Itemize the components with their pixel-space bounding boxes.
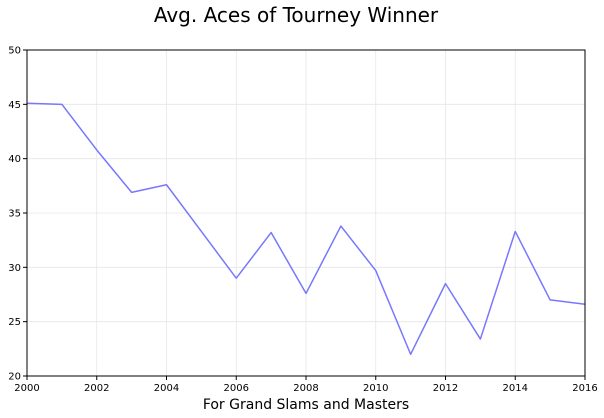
x-tick-label: 2006 — [224, 383, 249, 394]
y-tick-label: 20 — [8, 372, 21, 383]
y-tick-label: 25 — [8, 317, 21, 328]
x-tick-label: 2004 — [154, 383, 179, 394]
x-tick-label: 2010 — [363, 383, 388, 394]
grid — [26, 49, 586, 377]
ticks: 2000 2002 2004 2006 2008 2010 2012 2014 2016 20 25… — [8, 46, 597, 395]
x-tick-label: 2008 — [293, 383, 318, 394]
series-line — [26, 102, 586, 356]
x-tick-label: 2012 — [433, 383, 458, 394]
x-axis-label: For Grand Slams and Masters — [203, 397, 409, 413]
x-tick-label: 2000 — [14, 383, 39, 394]
x-tick-label: 2016 — [572, 383, 597, 394]
x-tick-label: 2002 — [84, 383, 109, 394]
y-tick-label: 50 — [8, 46, 21, 57]
y-tick-label: 40 — [8, 154, 21, 165]
y-tick-label: 35 — [8, 209, 21, 220]
series-layer — [26, 102, 586, 356]
y-tick-label: 45 — [8, 100, 21, 111]
chart-title: Avg. Aces of Tourney Winner — [154, 3, 439, 27]
y-tick-label: 30 — [8, 263, 21, 274]
x-tick-label: 2014 — [503, 383, 528, 394]
